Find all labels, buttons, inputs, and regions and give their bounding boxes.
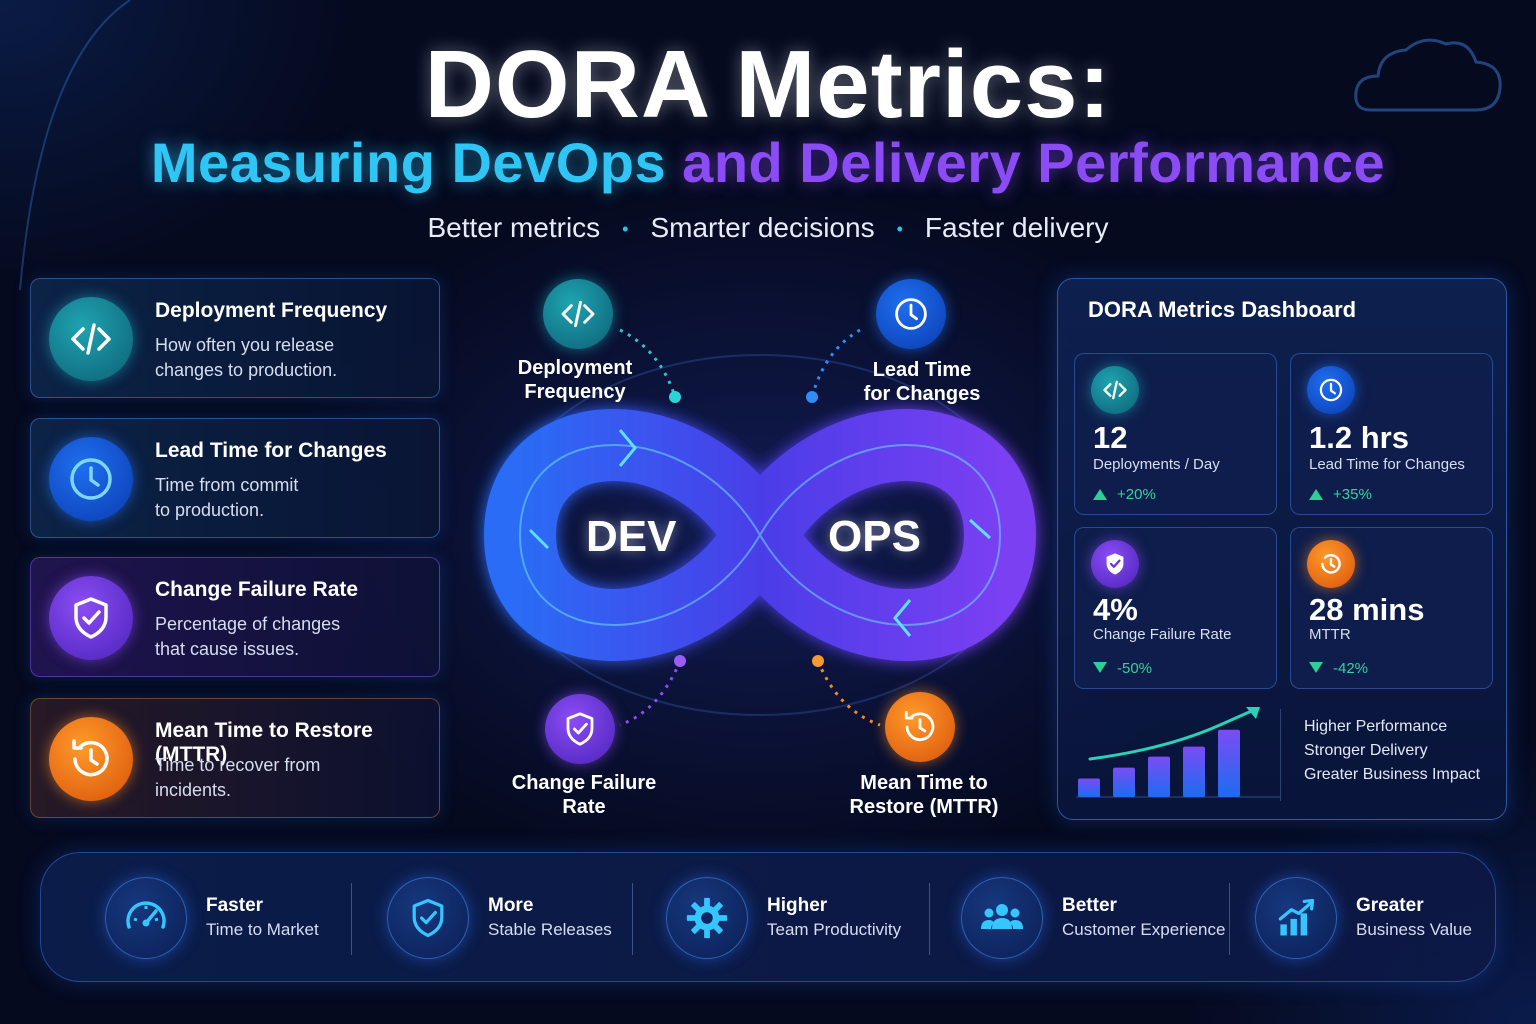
restore-clock-icon bbox=[1307, 540, 1355, 588]
tagline-item: Better metrics bbox=[427, 212, 601, 243]
trend-up-icon bbox=[1093, 489, 1107, 500]
shield-check-icon bbox=[387, 877, 469, 959]
trend-bar bbox=[1078, 778, 1100, 797]
growth-chart-icon bbox=[1255, 877, 1337, 959]
loop-label-deployment-frequency: Deployment Frequency bbox=[517, 357, 633, 403]
metric-card-title: Change Failure Rate bbox=[155, 578, 359, 601]
metric-label: Change Failure Rate bbox=[1093, 626, 1232, 643]
dora-dashboard-panel: DORA Metrics Dashboard 12 Deployments / … bbox=[1057, 278, 1507, 820]
code-icon bbox=[49, 297, 133, 381]
benefit-subtitle: Business Value bbox=[1356, 920, 1472, 939]
loop-label-mttr: Mean Time to Restore (MTTR) bbox=[849, 772, 999, 818]
dashboard-metric-lead-time: 1.2 hrs Lead Time for Changes +35% bbox=[1290, 353, 1493, 515]
dashboard-divider bbox=[1280, 709, 1281, 801]
clock-icon bbox=[1307, 366, 1355, 414]
gear-icon bbox=[666, 877, 748, 959]
benefit-title: Higher bbox=[767, 895, 828, 916]
trend-line bbox=[1088, 707, 1258, 761]
performance-line: Greater Business Impact bbox=[1304, 766, 1481, 783]
benefit-title: Better bbox=[1062, 895, 1117, 916]
tagline-item: Faster delivery bbox=[924, 212, 1109, 243]
tagline-item: Smarter decisions bbox=[650, 212, 875, 243]
dev-label: DEV bbox=[586, 512, 677, 561]
shield-check-icon bbox=[1091, 540, 1139, 588]
loop-label-lead-time: Lead Time for Changes bbox=[863, 359, 981, 405]
metric-card-title: Mean Time to Restore (MTTR) bbox=[155, 719, 373, 766]
devops-infinity-loop bbox=[484, 354, 1036, 716]
performance-summary: Higher Performance Stronger Delivery Gre… bbox=[1304, 715, 1480, 787]
benefit-separator bbox=[1229, 883, 1230, 955]
benefit-title: Greater bbox=[1356, 895, 1424, 916]
dashboard-metric-mttr: 28 mins MTTR -42% bbox=[1290, 527, 1493, 689]
decor-arc bbox=[19, 0, 131, 291]
trend-bar bbox=[1113, 767, 1135, 797]
trend-bar bbox=[1183, 746, 1205, 797]
trend-down-icon bbox=[1309, 662, 1323, 673]
metric-card-title: Lead Time for Changes bbox=[155, 439, 387, 462]
benefit-separator bbox=[351, 883, 352, 955]
shield-check-icon bbox=[49, 576, 133, 660]
trend-up-icon bbox=[1309, 489, 1323, 500]
metric-label: Lead Time for Changes bbox=[1309, 456, 1465, 473]
benefit-title: More bbox=[488, 895, 534, 916]
metric-delta: -42% bbox=[1309, 660, 1368, 677]
benefit-subtitle: Stable Releases bbox=[488, 920, 612, 939]
metric-card-title: Deployment Frequency bbox=[155, 299, 388, 322]
tagline-separator: • bbox=[896, 219, 903, 240]
subtitle-part-2: and Delivery Performance bbox=[682, 131, 1386, 194]
page-title: DORA Metrics: bbox=[424, 31, 1112, 138]
performance-line: Stronger Delivery bbox=[1304, 742, 1428, 759]
trend-bar-chart bbox=[1076, 707, 1280, 798]
metric-card-deployment-frequency: Deployment Frequency How often you relea… bbox=[30, 278, 440, 398]
page-subtitle: Measuring DevOps and Delivery Performanc… bbox=[0, 130, 1536, 195]
performance-line: Higher Performance bbox=[1304, 718, 1448, 735]
metric-card-description: How often you release changes to producti… bbox=[155, 335, 338, 380]
benefit-separator bbox=[632, 883, 633, 955]
metric-card-lead-time: Lead Time for Changes Time from commit to… bbox=[30, 418, 440, 538]
metric-card-description: Time from commit to production. bbox=[155, 475, 299, 520]
dashboard-title: DORA Metrics Dashboard bbox=[1088, 297, 1357, 322]
code-icon bbox=[543, 279, 613, 349]
tagline-separator: • bbox=[622, 219, 629, 240]
metric-value: 28 mins bbox=[1309, 592, 1425, 627]
benefit-subtitle: Time to Market bbox=[206, 920, 319, 939]
restore-clock-icon bbox=[885, 692, 955, 762]
dashboard-metric-change-failure: 4% Change Failure Rate -50% bbox=[1074, 527, 1277, 689]
clock-icon bbox=[876, 279, 946, 349]
metric-delta: +35% bbox=[1309, 486, 1372, 503]
trend-arrow-icon bbox=[1246, 707, 1260, 719]
trend-bar bbox=[1218, 729, 1240, 797]
benefit-subtitle: Team Productivity bbox=[767, 920, 902, 939]
benefit-subtitle: Customer Experience bbox=[1062, 920, 1226, 939]
metric-card-change-failure-rate: Change Failure Rate Percentage of change… bbox=[30, 557, 440, 677]
benefits-bar: Faster Time to Market More Stable Releas… bbox=[40, 852, 1496, 982]
metric-label: Deployments / Day bbox=[1093, 456, 1220, 473]
metric-value: 1.2 hrs bbox=[1309, 420, 1409, 455]
metric-label: MTTR bbox=[1309, 626, 1351, 643]
trend-bar bbox=[1148, 756, 1170, 797]
users-icon bbox=[961, 877, 1043, 959]
code-icon bbox=[1091, 366, 1139, 414]
ops-label: OPS bbox=[828, 512, 921, 561]
metric-card-description: Percentage of changes that cause issues. bbox=[155, 614, 341, 659]
metric-card-description: Time to recover from incidents. bbox=[155, 755, 321, 800]
trend-down-icon bbox=[1093, 662, 1107, 673]
dashboard-metric-deployments: 12 Deployments / Day +20% bbox=[1074, 353, 1277, 515]
metric-card-mttr: Mean Time to Restore (MTTR) Time to reco… bbox=[30, 698, 440, 818]
benefit-separator bbox=[929, 883, 930, 955]
loop-label-change-failure-rate: Change Failure Rate bbox=[511, 772, 657, 818]
cloud-icon bbox=[1354, 38, 1502, 112]
metric-value: 12 bbox=[1093, 420, 1128, 455]
tagline: Better metrics • Smarter decisions • Faster … bbox=[0, 212, 1536, 244]
metric-value: 4% bbox=[1093, 592, 1138, 627]
metric-delta: -50% bbox=[1093, 660, 1152, 677]
subtitle-part-1: Measuring DevOps bbox=[150, 131, 667, 194]
clock-icon bbox=[49, 437, 133, 521]
shield-check-icon bbox=[545, 694, 615, 764]
connector-lines bbox=[619, 328, 881, 727]
benefit-title: Faster bbox=[206, 895, 264, 916]
restore-clock-icon bbox=[49, 717, 133, 801]
metric-delta: +20% bbox=[1093, 486, 1156, 503]
speedometer-icon bbox=[105, 877, 187, 959]
